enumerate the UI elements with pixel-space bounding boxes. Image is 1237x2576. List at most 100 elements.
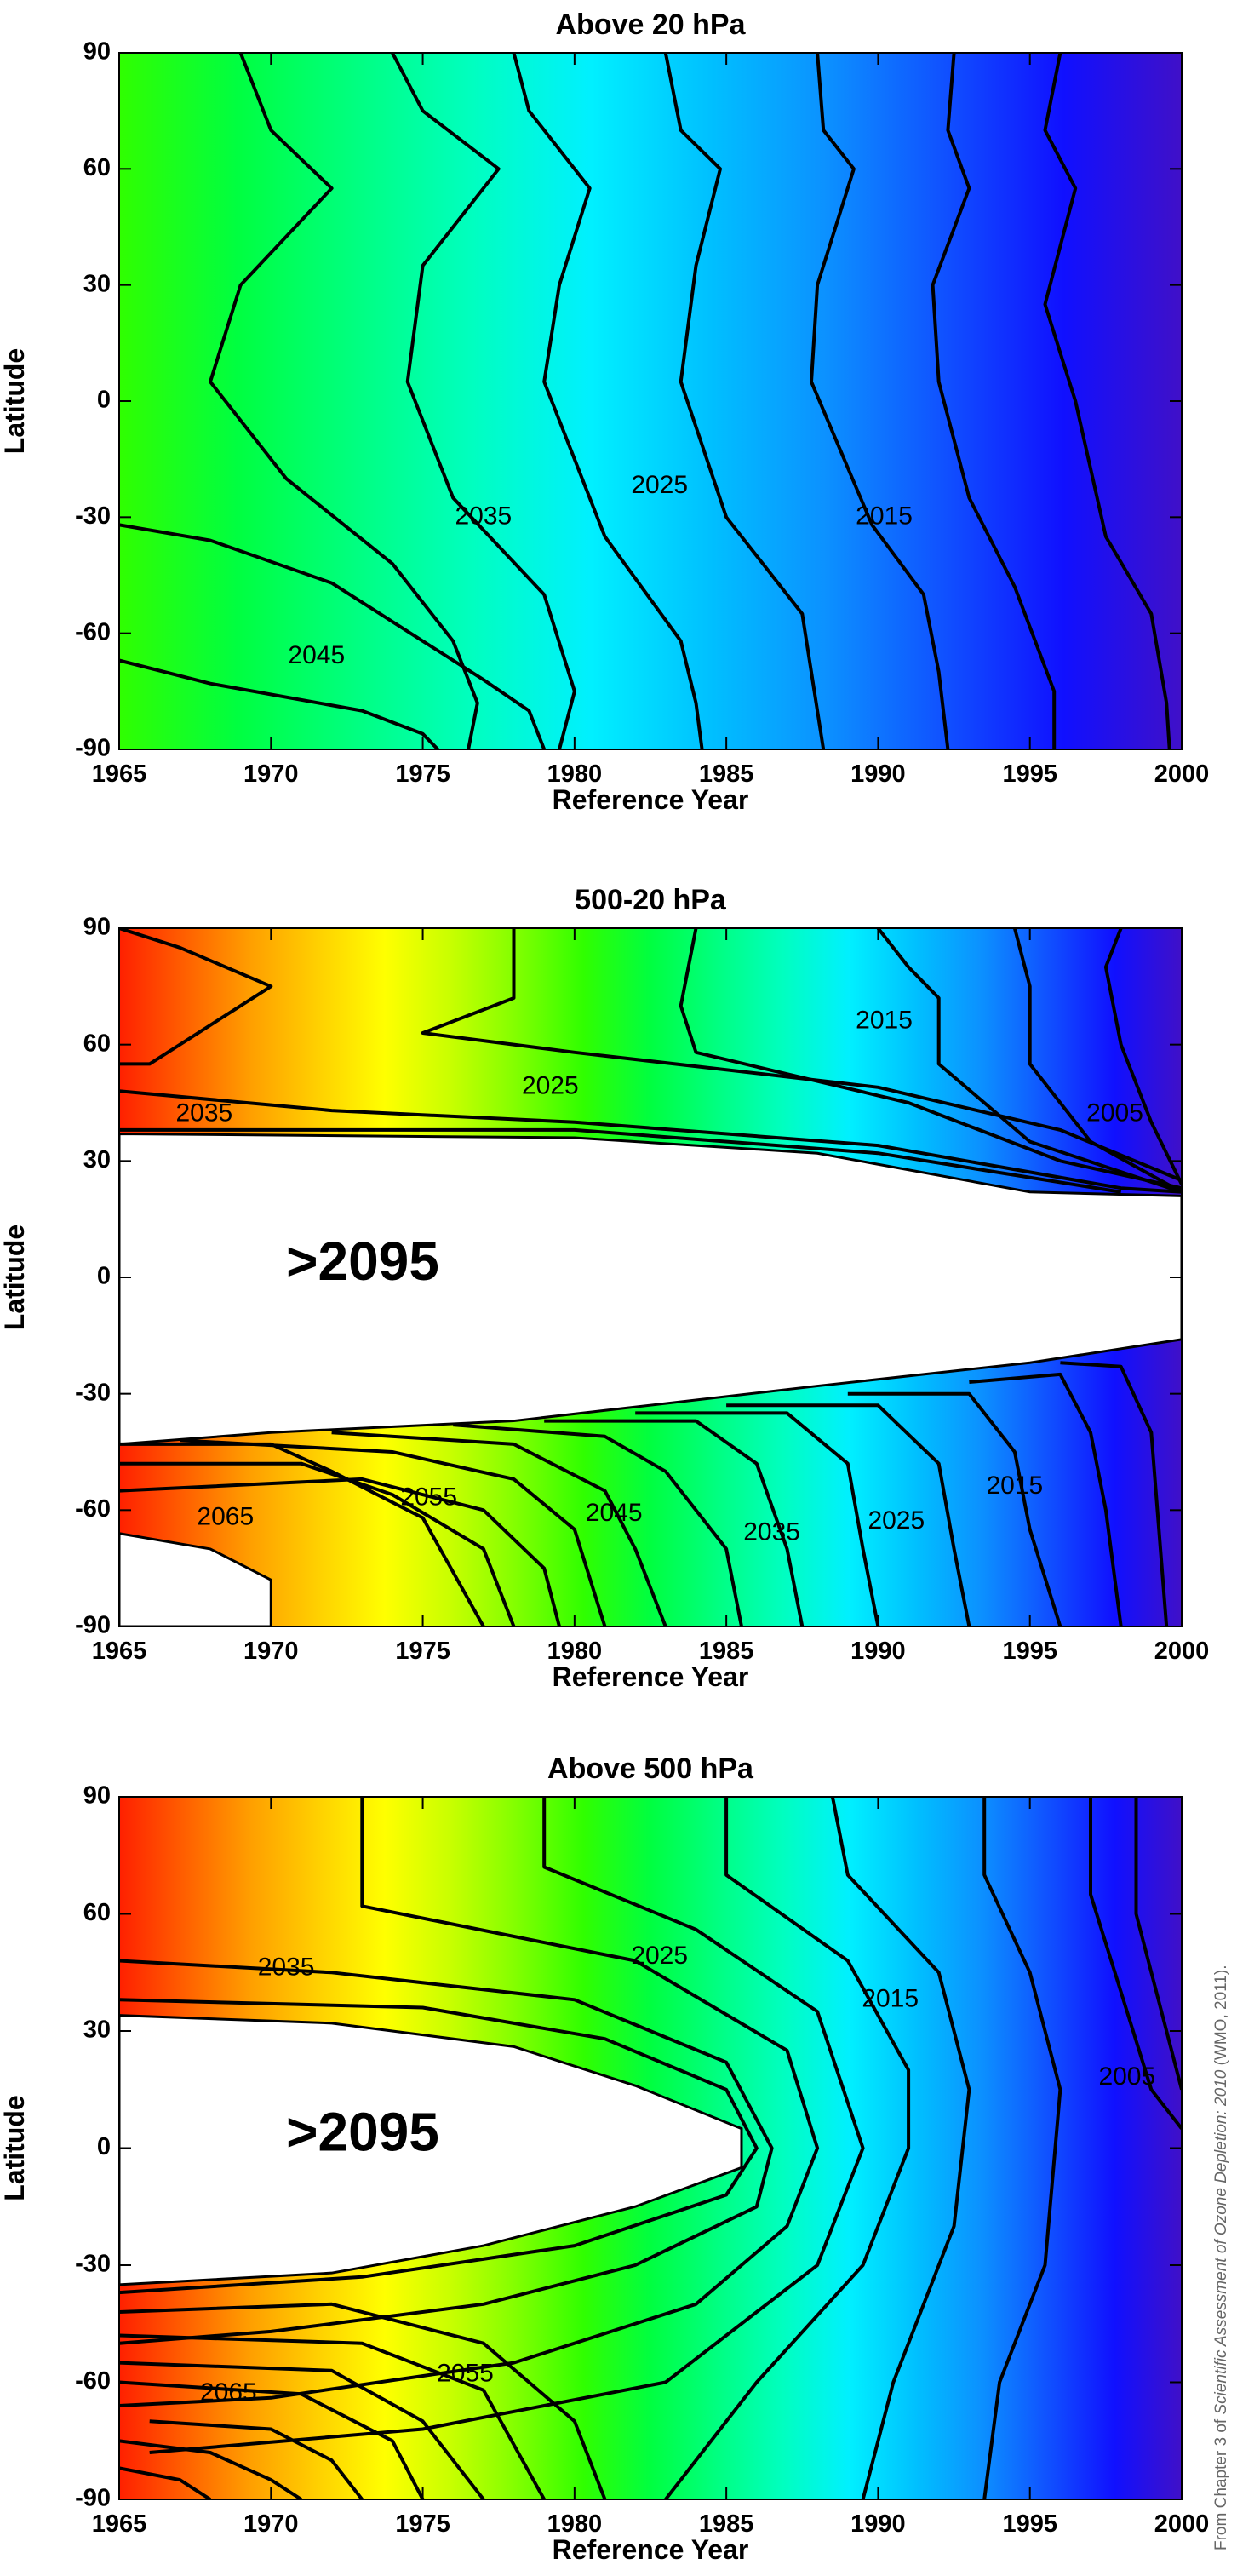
- contour-line-2010: [1012, 928, 1182, 1194]
- contour-line-2030: [726, 1403, 971, 1626]
- contour-label: 2045: [586, 1499, 643, 1527]
- contour-line-2055: [119, 2361, 485, 2499]
- contour-label: 2055: [400, 1483, 457, 1512]
- x-tick-label: 2000: [1154, 760, 1210, 788]
- y-tick-label: 0: [97, 2133, 111, 2160]
- y-tick-label: -60: [75, 2367, 111, 2395]
- contour-line-2030: [119, 1797, 820, 2407]
- contour-label: 2055: [437, 2359, 494, 2387]
- contour-line-2040: [544, 1419, 805, 1626]
- x-tick-label: 1975: [395, 2510, 450, 2538]
- contour-line-2040: [119, 1127, 1122, 1194]
- contour-line-2075: [119, 2466, 212, 2499]
- x-tick-label: 1970: [243, 760, 299, 788]
- x-axis-label: Reference Year: [553, 784, 749, 815]
- x-tick-label: 1985: [699, 2510, 754, 2538]
- contour-label: 2015: [987, 1472, 1044, 1500]
- x-tick-label: 1980: [547, 760, 603, 788]
- x-tick-label: 1995: [1002, 1638, 1057, 1665]
- contour-line-2040: [119, 1998, 759, 2295]
- contour-label: 2015: [856, 502, 913, 530]
- x-tick-label: 1990: [850, 2510, 906, 2538]
- y-tick-label: -30: [75, 1379, 111, 1406]
- contour-line-2050: [331, 1431, 667, 1626]
- region-above-2095-2: [119, 1532, 272, 1626]
- x-tick-label: 1990: [850, 760, 906, 788]
- contour-line-2035: [209, 53, 479, 749]
- y-axis-label: Latitude: [0, 2095, 30, 2200]
- contour-line-2010: [931, 53, 1057, 749]
- contour-label: 2025: [868, 1506, 925, 1535]
- contour-line-2020: [679, 928, 1182, 1190]
- contour-label: 2065: [197, 1502, 254, 1530]
- x-tick-label: 1995: [1002, 760, 1057, 788]
- contour-label: 2035: [455, 502, 513, 530]
- contour-line-2015: [876, 928, 1182, 1194]
- contour-label: 2025: [631, 1942, 688, 1970]
- panel-title: 500-20 hPa: [575, 884, 727, 916]
- contour-line-2045: [119, 2302, 607, 2499]
- contour-line-2020: [969, 1372, 1123, 1626]
- contour-label: 2015: [856, 1006, 913, 1034]
- contour-label: 2065: [200, 2378, 257, 2407]
- x-tick-label: 2000: [1154, 1638, 1210, 1665]
- y-tick-label: 90: [83, 1782, 111, 1810]
- x-tick-label: 1985: [699, 1638, 754, 1665]
- contour-line-2025: [847, 1391, 1062, 1626]
- contour-label: 2035: [258, 1954, 315, 1982]
- contour-line-2050: [119, 2333, 546, 2499]
- contour-line-2015: [810, 53, 950, 749]
- y-tick-label: 30: [83, 270, 111, 297]
- y-tick-label: -60: [75, 618, 111, 645]
- y-tick-label: 60: [83, 154, 111, 181]
- contour-line-2005: [1089, 1797, 1182, 2130]
- panel-2: 2065 2055 2045 2035 2025 2015 2015 2025 2035 2005…: [0, 884, 1209, 1692]
- x-axis-label: Reference Year: [553, 2534, 749, 2565]
- contour-line-2005: [1043, 53, 1171, 749]
- source-credit: From Chapter 3 of Scientific Assessment …: [1212, 1965, 1230, 2550]
- y-axis-label: Latitude: [0, 1225, 30, 1330]
- x-tick-label: 1980: [547, 1638, 603, 1665]
- credit-suffix: (WMO, 2011).: [1212, 1965, 1230, 2070]
- contour-label: 2025: [631, 471, 688, 499]
- heatmap-field: 2045 2035 2025 2015: [119, 53, 1182, 749]
- contour-line-2070: [119, 2439, 302, 2499]
- heatmap-field: 2065 2055 2045 2035 2025 2015 2015 2025 2035 2005: [119, 928, 1182, 1626]
- contour-line-2005: [1103, 928, 1182, 1185]
- y-axis-label: Latitude: [0, 348, 30, 454]
- contour-line-2060: [119, 2380, 425, 2499]
- x-tick-label: 1985: [699, 760, 754, 788]
- credit-prefix: From Chapter 3 of: [1212, 2415, 1230, 2550]
- y-tick-label: 60: [83, 1030, 111, 1057]
- contour-line-2040: [119, 523, 547, 749]
- annotation-above-2095: >2095: [286, 2102, 439, 2163]
- annotation-above-2095: >2095: [286, 1231, 439, 1292]
- panel-3: 2035 2025 2015 2005 2065 2055 >2095 Above 500 h…: [0, 1753, 1209, 2565]
- panel-title: Above 500 hPa: [547, 1753, 754, 1785]
- x-tick-label: 1975: [395, 1638, 450, 1665]
- contour-line-2025: [512, 53, 704, 749]
- y-tick-label: 30: [83, 1146, 111, 1173]
- contour-line-2055: [180, 1438, 607, 1626]
- y-tick-label: 30: [83, 2017, 111, 2044]
- contour-line-2015: [830, 1797, 971, 2499]
- y-tick-label: 90: [83, 38, 111, 66]
- contour-line-2035: [119, 1089, 1182, 1194]
- x-tick-label: 1965: [92, 760, 147, 788]
- heatmap-background: [119, 53, 1182, 749]
- contour-line-2045: [453, 1423, 743, 1626]
- x-tick-label: 1965: [92, 1638, 147, 1665]
- y-tick-label: -60: [75, 1495, 111, 1523]
- contour-label: 2025: [522, 1072, 579, 1100]
- contour-line-2000: [1134, 1797, 1182, 2091]
- x-tick-label: 1965: [92, 2510, 147, 2538]
- x-tick-label: 1980: [547, 2510, 603, 2538]
- y-tick-label: 0: [97, 1263, 111, 1290]
- contour-line-2020: [663, 53, 826, 749]
- heatmap-field: 2035 2025 2015 2005 2065 2055: [119, 1797, 1182, 2499]
- contour-line-2035: [119, 1959, 774, 2345]
- contour-line-2025: [421, 928, 1182, 1182]
- contour-label: 2005: [1098, 2063, 1155, 2091]
- y-tick-label: -90: [75, 1612, 111, 1639]
